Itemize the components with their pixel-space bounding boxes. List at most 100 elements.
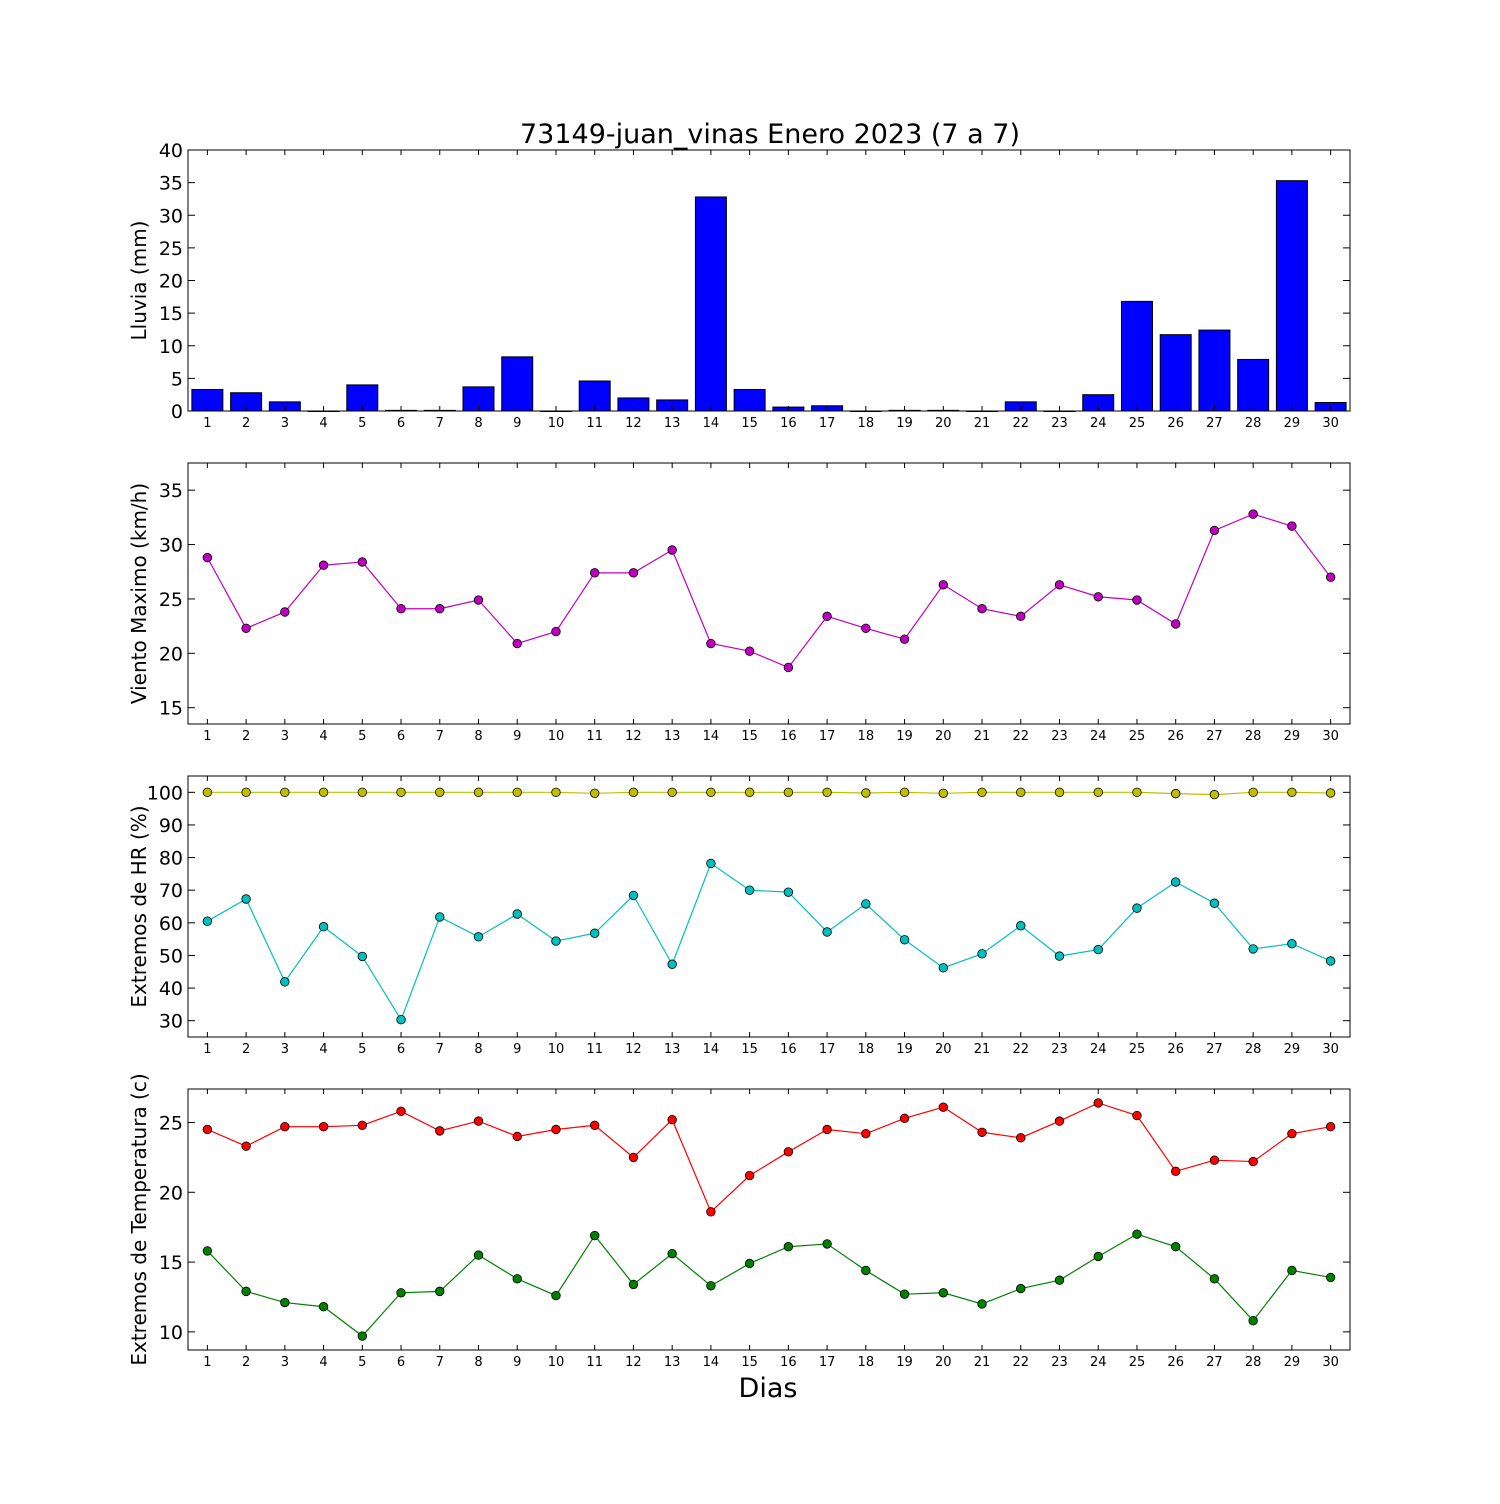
data-point [1054, 787, 1065, 798]
x-tick-label: 12 [625, 1355, 642, 1370]
bar [1120, 300, 1153, 412]
data-point [1325, 956, 1336, 966]
data-point [473, 932, 484, 942]
data-point [318, 922, 329, 932]
data-point [318, 1121, 329, 1132]
data-point [1016, 787, 1026, 798]
data-point [977, 787, 987, 798]
x-tick-label: 21 [974, 416, 991, 431]
data-point [1209, 525, 1220, 536]
data-point [1170, 619, 1181, 629]
data-point [435, 787, 445, 798]
x-tick-label: 7 [436, 729, 444, 744]
series-2 [202, 858, 1336, 1025]
data-point [280, 977, 290, 987]
data-point [628, 1279, 639, 1290]
y-axis-label: Extremos de Temperatura (c) [127, 1073, 151, 1365]
data-point [899, 634, 910, 644]
data-point [1054, 580, 1065, 590]
x-tick-label: 16 [780, 1355, 797, 1370]
data-point [899, 935, 910, 945]
x-tick-label: 10 [548, 1355, 565, 1370]
x-tick-label: 3 [281, 416, 289, 431]
data-point [1132, 787, 1142, 798]
x-tick-label: 4 [319, 729, 327, 744]
x-tick-label: 19 [896, 1042, 913, 1057]
data-point [551, 787, 561, 798]
data-point [473, 595, 484, 605]
y-axis-label: Viento Maximo (km/h) [127, 483, 151, 704]
data-point [1170, 1242, 1181, 1252]
data-point [590, 788, 600, 798]
data-point [822, 927, 832, 937]
data-point [1248, 944, 1258, 954]
x-tick-label: 25 [1129, 729, 1146, 744]
x-tick-label: 10 [548, 416, 565, 431]
data-point [1132, 1110, 1142, 1121]
x-tick-label: 24 [1090, 416, 1107, 431]
bar [694, 196, 727, 412]
x-axis-label: Dias [739, 1373, 798, 1404]
x-tick-label: 11 [586, 729, 603, 744]
data-point [435, 912, 445, 922]
data-point [1132, 903, 1142, 913]
y-tick-label: 25 [159, 1112, 183, 1134]
x-tick-label: 13 [664, 1042, 681, 1057]
x-tick-label: 27 [1206, 729, 1223, 744]
data-point [938, 580, 949, 590]
x-tick-label: 23 [1051, 1355, 1068, 1370]
x-tick-label: 15 [741, 1042, 758, 1057]
data-point [744, 1258, 755, 1269]
x-tick-label: 6 [397, 729, 405, 744]
data-point [1287, 1128, 1297, 1139]
data-point [280, 1297, 290, 1308]
data-point [1287, 938, 1297, 949]
x-tick-label: 30 [1322, 1042, 1339, 1057]
x-tick-label: 17 [819, 1355, 836, 1370]
axes-frame [187, 1088, 1351, 1351]
bar [1159, 334, 1192, 412]
data-point [396, 1015, 406, 1025]
data-point [977, 1299, 987, 1309]
x-tick-label: 13 [664, 729, 681, 744]
y-tick-label: 20 [159, 643, 183, 665]
y-tick-label: 15 [159, 698, 183, 720]
data-point [241, 623, 251, 634]
x-tick-label: 13 [664, 1355, 681, 1370]
x-tick-label: 27 [1206, 416, 1223, 431]
x-tick-label: 8 [474, 1355, 482, 1370]
y-axis-label: Lluvia (mm) [127, 221, 151, 341]
y-tick-label: 70 [159, 880, 183, 902]
x-tick-label: 28 [1245, 1042, 1262, 1057]
data-point [1093, 592, 1103, 602]
data-point [667, 1248, 677, 1259]
data-point [1287, 787, 1297, 798]
data-point [744, 646, 755, 656]
data-point [280, 1121, 290, 1132]
data-point [1248, 509, 1258, 519]
x-tick-label: 1 [203, 416, 211, 431]
x-tick-label: 14 [703, 1355, 720, 1370]
data-point [938, 963, 949, 973]
x-tick-label: 11 [586, 1042, 603, 1057]
x-tick-label: 5 [358, 729, 366, 744]
x-tick-label: 6 [397, 1042, 405, 1057]
x-tick-label: 6 [397, 1355, 405, 1370]
data-point [1054, 1116, 1065, 1126]
subplot-1: 1 2 3 4 5 6 7 8 9 10 11 12 13 14 15 16 17 18 19 20 21 22 23 24 2… [127, 140, 1351, 431]
x-tick-label: 4 [319, 1042, 327, 1057]
data-point [396, 1106, 406, 1117]
x-tick-label: 13 [664, 416, 681, 431]
series-line [206, 1233, 1331, 1337]
x-tick-label: 21 [974, 1042, 991, 1057]
subplots: 1 2 3 4 5 6 7 8 9 10 11 12 13 14 15 16 17 18 19 20 21 22 23 24 2… [127, 140, 1351, 1370]
y-tick-label: 20 [159, 271, 183, 293]
data-point [1325, 788, 1336, 798]
y-axis-label: Extremos de HR (%) [127, 805, 151, 1007]
x-tick-label: 26 [1167, 1355, 1184, 1370]
x-tick-label: 20 [935, 1042, 952, 1057]
x-tick-label: 9 [513, 1355, 521, 1370]
x-tick-label: 5 [358, 416, 366, 431]
data-point [1287, 521, 1297, 531]
x-tick-label: 12 [625, 1042, 642, 1057]
